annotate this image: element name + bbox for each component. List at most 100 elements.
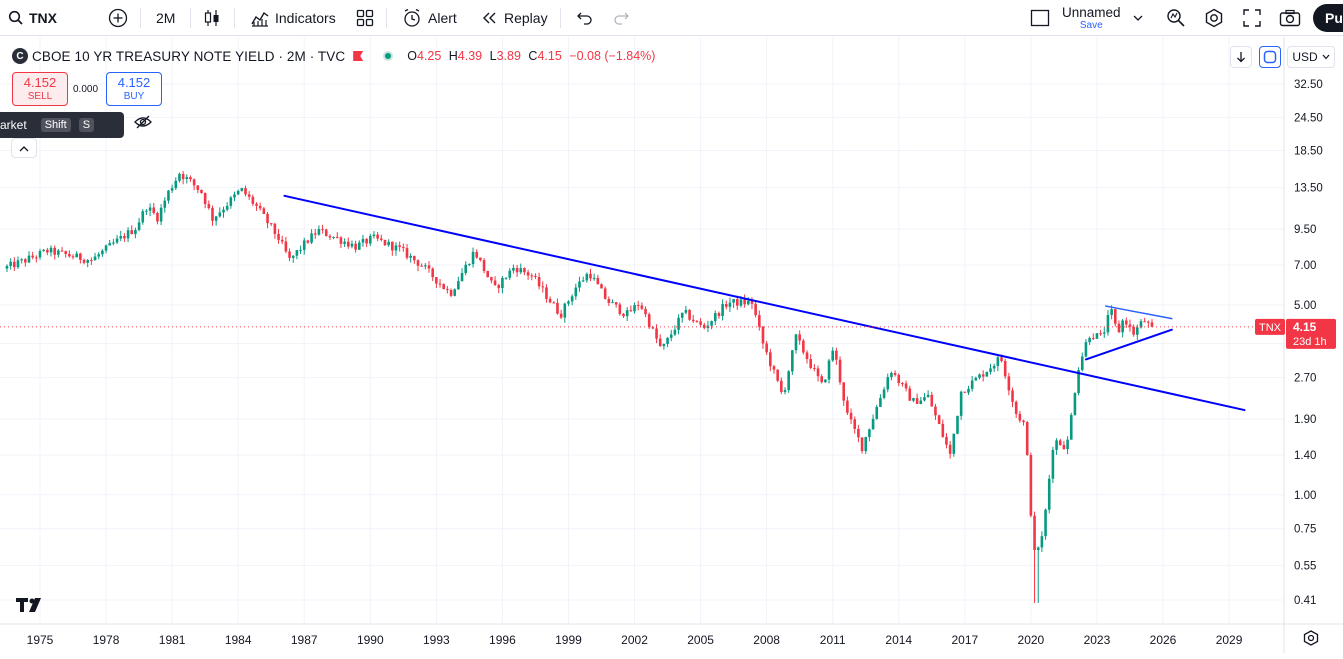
candle-body	[5, 265, 9, 269]
templates-button[interactable]	[356, 0, 374, 36]
hide-indicators-button[interactable]	[134, 114, 152, 135]
shortcut-tooltip: arket Shift S	[0, 112, 124, 138]
rewind-icon	[483, 12, 496, 24]
candle-body	[350, 243, 354, 247]
settings-button[interactable]	[1204, 0, 1224, 36]
alert-button[interactable]: Alert	[402, 0, 457, 36]
zoom-search-icon	[1167, 9, 1185, 27]
candle-body	[236, 190, 240, 195]
candle-body	[1055, 440, 1058, 450]
candle-body	[813, 367, 816, 369]
candle-body	[721, 304, 724, 317]
candle-body	[49, 247, 53, 253]
time-tick-label: 1984	[225, 633, 252, 647]
square-icon	[1030, 9, 1050, 27]
replay-button[interactable]: Replay	[481, 0, 548, 36]
chart-settings-button[interactable]	[1303, 630, 1319, 651]
toolbar-divider	[140, 8, 141, 28]
auto-scale-button[interactable]	[1259, 46, 1281, 68]
layout-menu-button[interactable]	[1133, 0, 1143, 36]
candle-body	[357, 242, 361, 250]
candle-body	[90, 260, 93, 262]
buy-button[interactable]: 4.152 BUY	[106, 72, 162, 106]
interval-button[interactable]: 2M	[156, 0, 175, 36]
candle-body	[717, 313, 721, 317]
chart-pane[interactable]: 32.5024.5018.5013.509.507.005.003.602.70…	[0, 37, 1343, 659]
candle-body	[684, 309, 688, 313]
candle-body	[1147, 321, 1150, 323]
candle-body	[262, 208, 266, 214]
candle-body	[130, 230, 134, 234]
publish-button[interactable]: Pu	[1313, 4, 1343, 32]
candle-body	[732, 299, 735, 303]
series-legend: C CBOE 10 YR TREASURY NOTE YIELD · 2M · …	[12, 47, 655, 65]
price-tick-label: 1.40	[1294, 450, 1316, 462]
candle-body	[941, 423, 945, 437]
candle-body	[475, 251, 479, 258]
trendline[interactable]	[283, 194, 1246, 412]
candle-body	[849, 412, 853, 420]
candle-body	[948, 444, 952, 454]
candle-body	[97, 254, 101, 257]
candle-body	[581, 280, 585, 282]
candle-body	[537, 276, 541, 287]
layout-name-button[interactable]: Unnamed Save	[1062, 0, 1121, 36]
candle-body	[820, 376, 823, 383]
trendline[interactable]	[1084, 328, 1173, 361]
publish-label: Pu	[1325, 10, 1343, 26]
toolbar-divider	[234, 8, 235, 28]
price-tick-label: 9.50	[1294, 224, 1316, 236]
currency-select[interactable]: USD	[1287, 46, 1335, 68]
candle-body	[159, 207, 163, 222]
candle-body	[827, 360, 831, 380]
layout-name: Unnamed	[1062, 4, 1121, 20]
change-value: −0.08 (−1.84%)	[569, 49, 656, 63]
candle-body	[501, 277, 504, 289]
candle-body	[769, 352, 772, 367]
candle-body	[563, 303, 567, 318]
snapshot-button[interactable]	[1279, 0, 1301, 36]
quick-search-button[interactable]	[1166, 0, 1186, 36]
price-chart[interactable]: 32.5024.5018.5013.509.507.005.003.602.70…	[0, 37, 1343, 659]
candle-body	[233, 194, 236, 198]
candle-body	[1110, 309, 1113, 316]
compare-button[interactable]	[108, 0, 128, 36]
chart-type-button[interactable]	[202, 0, 222, 36]
undo-button[interactable]	[576, 0, 594, 36]
price-tick-label: 5.00	[1294, 300, 1316, 312]
candle-body	[431, 268, 434, 278]
sell-button[interactable]: 4.152 SELL	[12, 72, 68, 106]
candle-body	[332, 236, 335, 238]
candle-body	[534, 275, 537, 277]
candle-body	[578, 281, 581, 288]
collapse-legend-button[interactable]	[11, 138, 37, 158]
toolbar-divider	[190, 8, 191, 28]
alarm-clock-icon	[404, 8, 420, 27]
candle-body	[1044, 509, 1047, 537]
series-title[interactable]: CBOE 10 YR TREASURY NOTE YIELD · 2M · TV…	[32, 48, 346, 64]
candle-body	[809, 359, 812, 368]
price-tick-label: 0.75	[1294, 524, 1316, 536]
close-value: 4.15	[537, 49, 562, 63]
candle-body	[464, 264, 468, 274]
symbol-search-button[interactable]: TNX	[8, 0, 57, 36]
candle-body	[119, 236, 123, 239]
candle-body	[504, 277, 508, 279]
candle-body	[780, 380, 783, 392]
candle-body	[266, 213, 269, 224]
scroll-to-realtime-button[interactable]	[1230, 46, 1252, 68]
candle-body	[170, 188, 174, 191]
symbol-tag-label: TNX	[1259, 322, 1282, 334]
trendline[interactable]	[1104, 305, 1173, 320]
candle-body	[879, 397, 882, 407]
multi-layout-button[interactable]	[1030, 0, 1050, 36]
candle-body	[291, 255, 295, 258]
candle-body	[35, 257, 38, 259]
fullscreen-button[interactable]	[1243, 0, 1261, 36]
indicators-button[interactable]: Indicators	[250, 0, 336, 36]
candle-body	[919, 400, 923, 404]
candle-body	[75, 253, 78, 258]
candle-body	[541, 286, 545, 288]
redo-button[interactable]	[612, 0, 630, 36]
candle-body	[589, 273, 592, 279]
